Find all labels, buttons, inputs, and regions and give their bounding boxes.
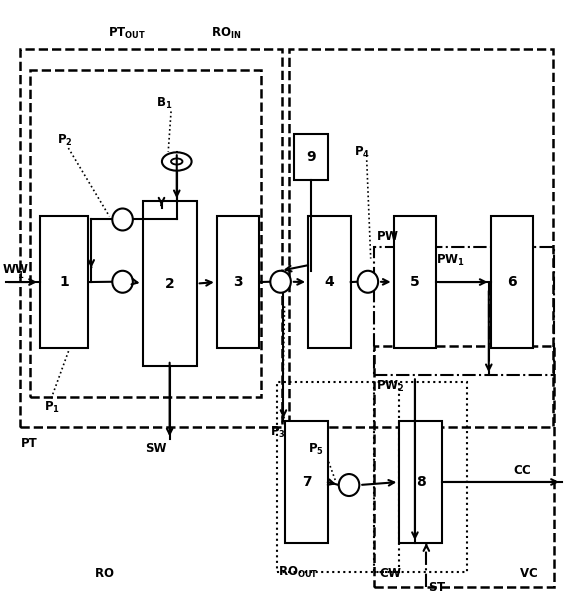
Bar (289, 49, 553, 427)
Text: $\mathbf{RO_{OUT}}$: $\mathbf{RO_{OUT}}$ (278, 564, 318, 580)
Bar (393, 216, 436, 347)
Circle shape (339, 474, 359, 496)
Text: $\mathbf{PW_1}$: $\mathbf{PW_1}$ (436, 253, 465, 269)
Bar (142, 201, 197, 366)
Text: 8: 8 (416, 475, 426, 489)
Ellipse shape (162, 152, 192, 171)
Text: $\mathbf{P_5}$: $\mathbf{P_5}$ (308, 442, 324, 458)
Text: $\mathbf{P_4}$: $\mathbf{P_4}$ (354, 145, 370, 160)
Text: 1: 1 (17, 271, 23, 280)
Text: $\mathbf{PT_{OUT}}$: $\mathbf{PT_{OUT}}$ (108, 25, 146, 41)
Circle shape (270, 271, 291, 293)
Bar (30, 70, 261, 397)
Text: 4: 4 (324, 275, 334, 289)
Bar (294, 134, 328, 180)
Text: $\mathbf{P_2}$: $\mathbf{P_2}$ (57, 133, 73, 148)
Text: WW: WW (3, 263, 29, 276)
Text: $\mathbf{P_3}$: $\mathbf{P_3}$ (270, 425, 286, 440)
Bar (374, 383, 467, 572)
Text: $\mathbf{CW}$: $\mathbf{CW}$ (379, 567, 403, 580)
Bar (399, 421, 442, 543)
Bar (217, 216, 259, 347)
Bar (40, 216, 88, 347)
Text: 6: 6 (507, 275, 517, 289)
Text: $\mathbf{VC}$: $\mathbf{VC}$ (519, 567, 538, 580)
Bar (308, 216, 351, 347)
Text: $\mathbf{CC}$: $\mathbf{CC}$ (513, 464, 532, 477)
Circle shape (358, 271, 378, 293)
Bar (20, 49, 282, 427)
Text: $\mathbf{ST}$: $\mathbf{ST}$ (428, 581, 446, 594)
Text: $\mathbf{PW}$: $\mathbf{PW}$ (377, 230, 400, 243)
Text: $\mathbf{RO_{IN}}$: $\mathbf{RO_{IN}}$ (211, 25, 241, 41)
Text: $\mathbf{PW_2}$: $\mathbf{PW_2}$ (377, 379, 405, 394)
Bar (374, 247, 554, 375)
Bar (285, 421, 328, 543)
Text: 7: 7 (302, 475, 312, 489)
Text: 1: 1 (59, 275, 69, 289)
Bar (491, 216, 533, 347)
Bar (276, 383, 399, 572)
Bar (374, 346, 554, 587)
Text: PT: PT (21, 437, 38, 450)
Text: $\mathbf{RO}$: $\mathbf{RO}$ (94, 567, 115, 580)
Text: 5: 5 (410, 275, 420, 289)
Text: SW: SW (145, 442, 167, 455)
Text: $\mathbf{B_1}$: $\mathbf{B_1}$ (156, 96, 172, 111)
Ellipse shape (171, 158, 183, 164)
Text: 3: 3 (233, 275, 243, 289)
Circle shape (112, 208, 133, 230)
Text: 2: 2 (165, 277, 175, 291)
Text: $\mathbf{P_1}$: $\mathbf{P_1}$ (44, 400, 60, 415)
Circle shape (112, 271, 133, 293)
Text: 9: 9 (306, 150, 316, 164)
